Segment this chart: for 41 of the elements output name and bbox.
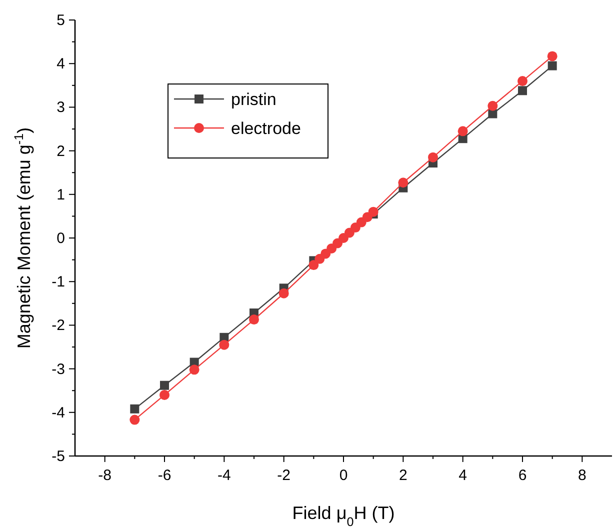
y-tick-label: 5: [56, 12, 65, 29]
x-tick-label: -6: [158, 467, 172, 484]
x-tick-label: 6: [518, 467, 527, 484]
point: [398, 178, 408, 188]
x-axis-title: Field μ$_{0}$H (T): [292, 503, 395, 529]
point: [219, 340, 230, 350]
y-tick-label: 0: [56, 230, 65, 247]
point: [189, 364, 200, 375]
point: [130, 404, 140, 414]
x-tick-label: -2: [277, 467, 291, 484]
x-tick-label: -4: [217, 467, 231, 484]
x-tick-label: 8: [578, 467, 586, 484]
point: [458, 126, 468, 136]
y-tick-label: -2: [52, 317, 65, 334]
point: [548, 61, 557, 70]
y-tick-label: 4: [56, 56, 65, 73]
point: [518, 76, 528, 86]
x-tick-label: 0: [339, 467, 348, 484]
point: [518, 86, 527, 96]
x-tick-label: -8: [98, 467, 112, 484]
point: [130, 414, 140, 425]
y-tick-label: -3: [52, 360, 65, 378]
point: [278, 288, 289, 298]
point: [368, 206, 378, 217]
y-tick-label: 2: [56, 142, 65, 160]
x-tick-label: 4: [458, 467, 468, 484]
legend-label: electrode: [231, 119, 301, 138]
y-tick-label: -1: [52, 274, 65, 291]
y-tick-label: 3: [56, 99, 65, 116]
point: [249, 314, 259, 325]
legend-label: pristin: [231, 90, 276, 109]
point: [160, 390, 170, 400]
y-tick-label: -4: [52, 404, 65, 422]
point: [160, 380, 169, 390]
y-tick-label: 1: [56, 186, 65, 204]
y-tick-label: -5: [52, 448, 65, 465]
x-tick-label: 2: [398, 467, 408, 484]
point: [308, 260, 319, 270]
point: [488, 100, 498, 111]
point: [428, 152, 438, 162]
point: [547, 51, 558, 62]
